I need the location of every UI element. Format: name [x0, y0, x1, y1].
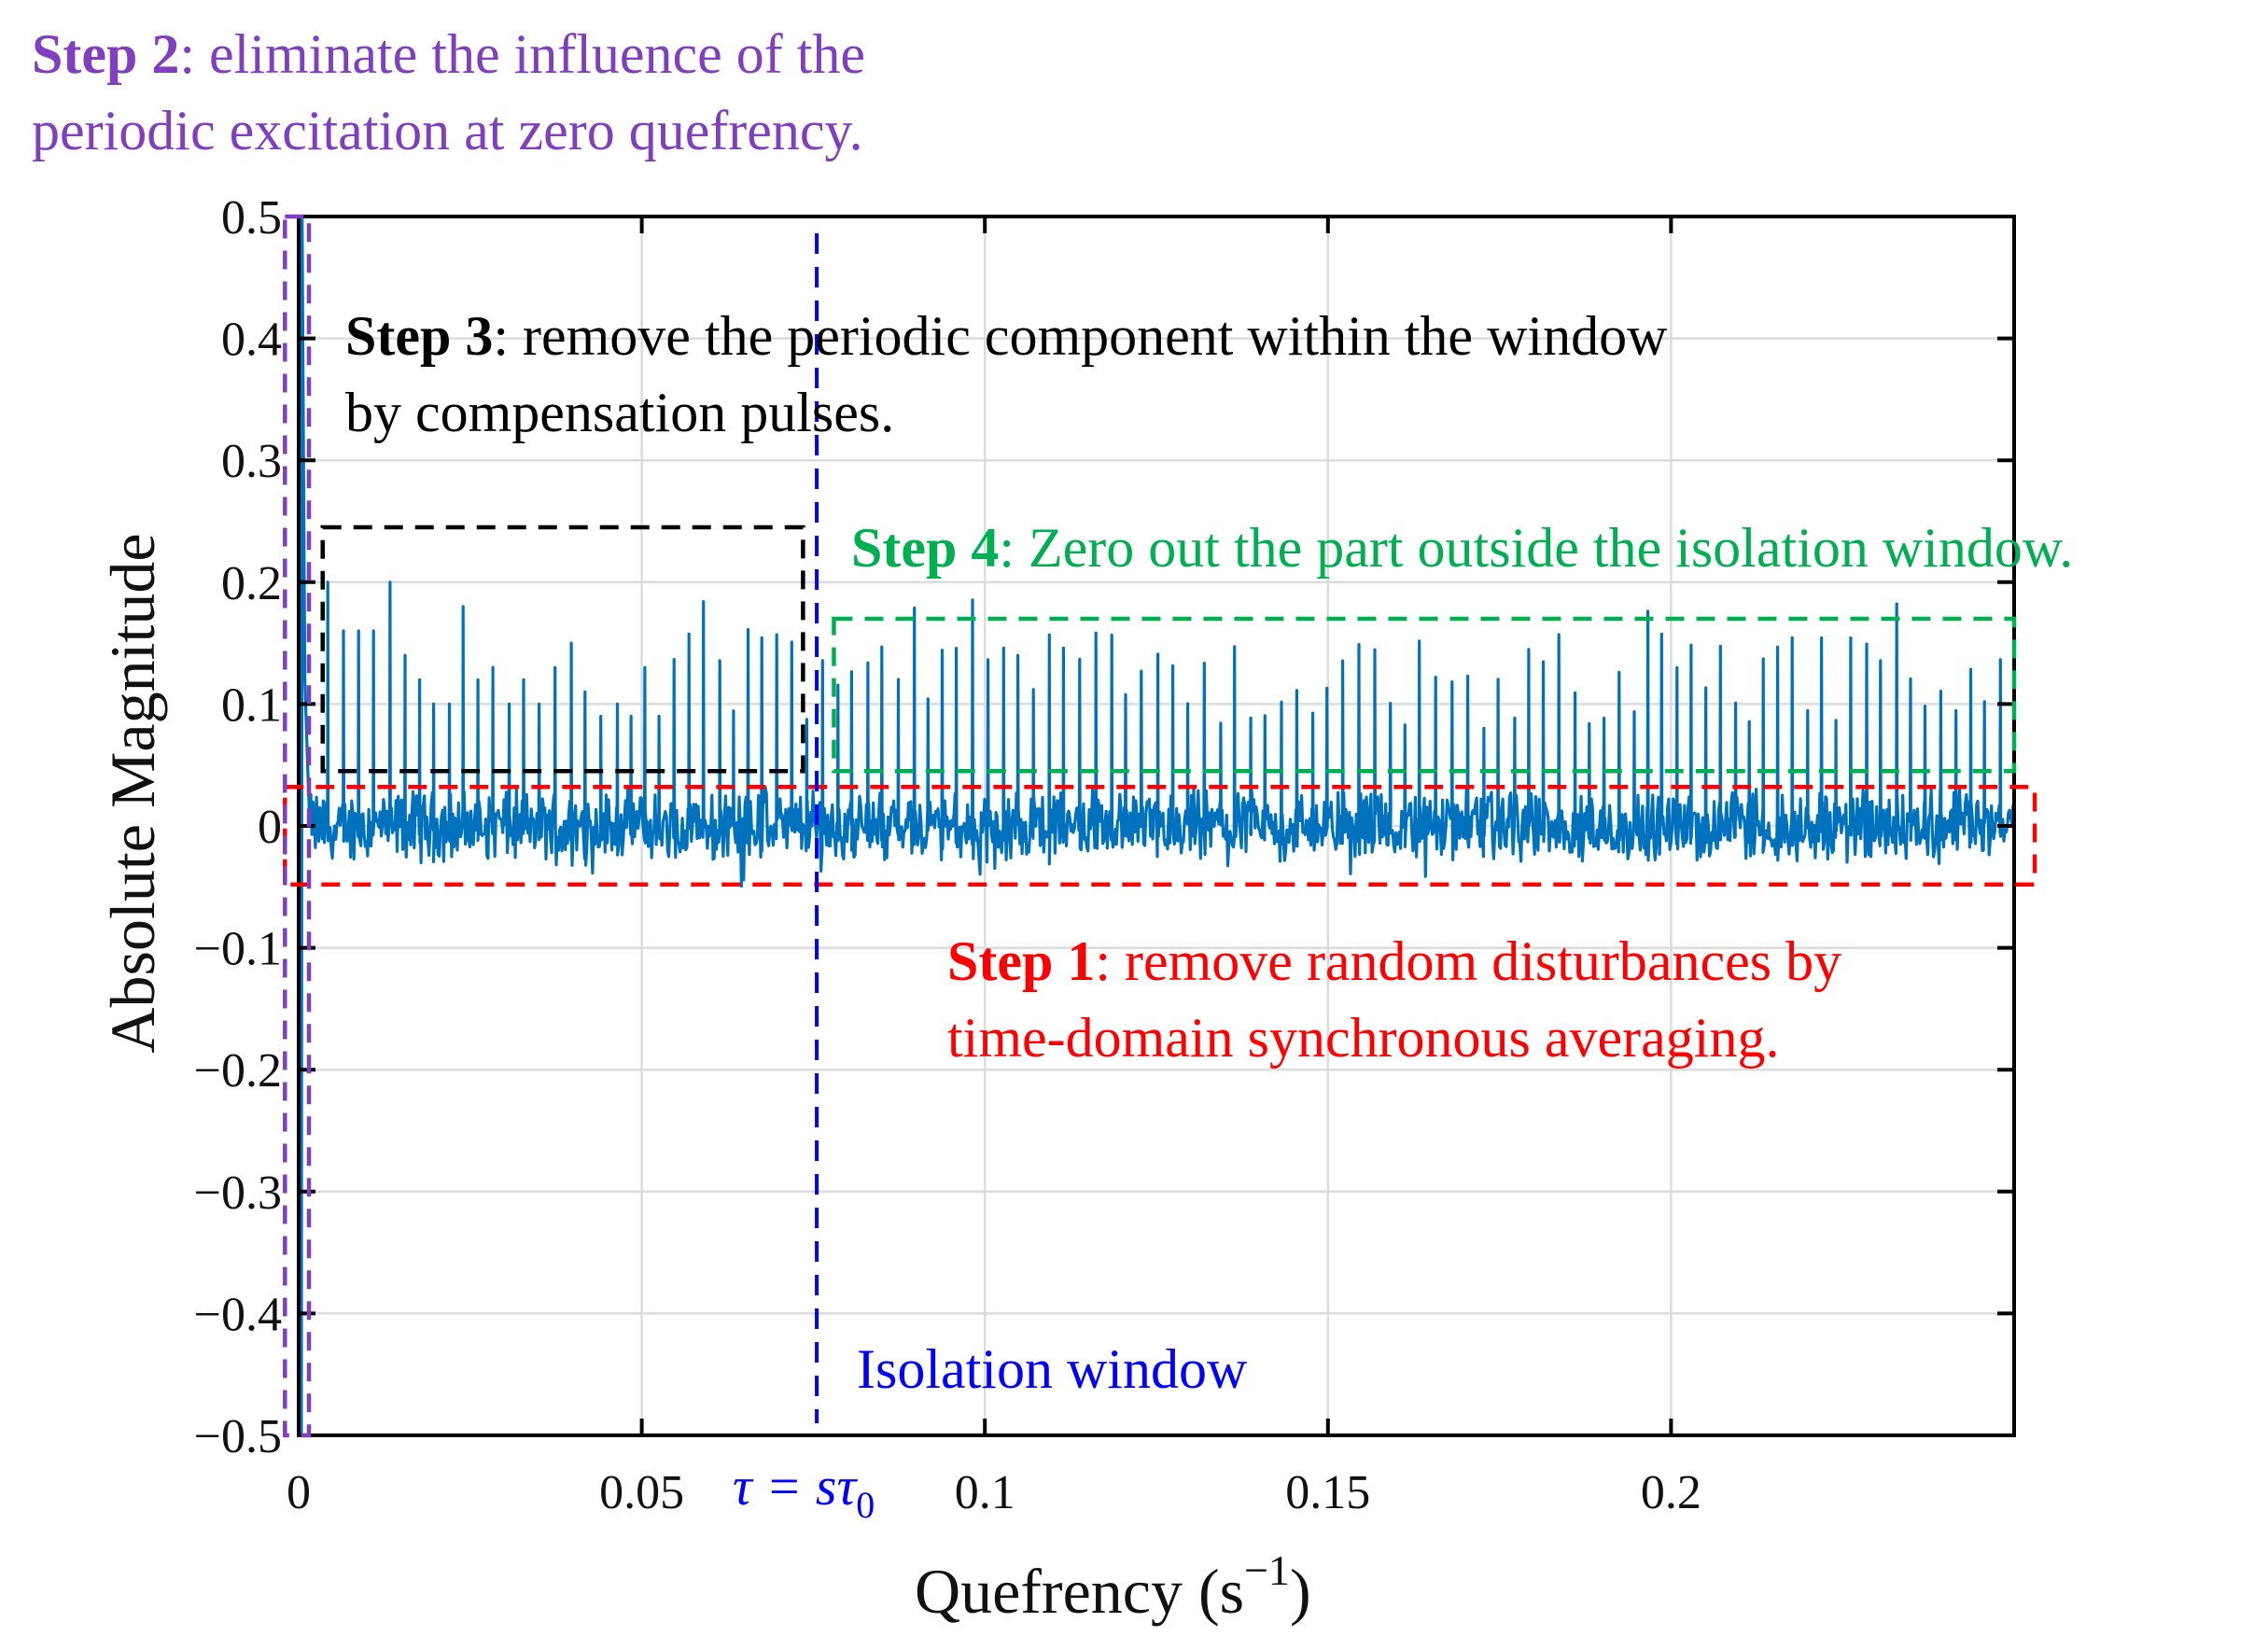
y-tick-label: −0.5	[194, 1410, 282, 1463]
step3-annotation-line2: by compensation pulses.	[345, 382, 894, 443]
step2-annotation-line2: periodic excitation at zero quefrency.	[32, 100, 863, 161]
step3-box	[320, 524, 805, 774]
x-axis-title-text: Quefrency (s	[915, 1556, 1244, 1627]
tau-label-sub: 0	[856, 1484, 875, 1526]
tau-label: τ = sτ0	[733, 1456, 875, 1526]
cepstrum-line	[299, 215, 2016, 1437]
y-tick-label: −0.4	[194, 1288, 282, 1341]
annotation-boxes	[283, 214, 2037, 1438]
step1-annotation-line2: time-domain synchronous averaging.	[947, 1007, 1779, 1069]
step1-text: : remove random disturbances by	[1095, 930, 1841, 992]
y-tick-label: −0.2	[194, 1044, 282, 1098]
x-tick-label: 0.15	[1285, 1466, 1370, 1519]
data-series	[299, 215, 2016, 1437]
step4-text: : Zero out the part outside the isolatio…	[999, 517, 2073, 579]
y-tick-label: 0.4	[221, 314, 282, 367]
step2-annotation: Step 2: eliminate the influence of the	[32, 23, 865, 85]
y-tick-label: 0.5	[221, 191, 282, 245]
isolation-window-label: Isolation window	[857, 1338, 1248, 1400]
y-tick-label: 0.2	[221, 557, 282, 610]
step1-box	[283, 784, 2037, 887]
y-tick-label: 0.1	[221, 678, 282, 732]
tau-label-text: τ = sτ	[733, 1456, 858, 1517]
x-tick-label: 0.2	[1641, 1466, 1701, 1519]
step2-box	[283, 214, 312, 1438]
x-tick-label: 0.1	[955, 1466, 1015, 1519]
step1-title: Step 1	[947, 930, 1095, 992]
x-tick-label: 0.05	[599, 1466, 684, 1519]
x-axis-title-sup: −1	[1244, 1546, 1290, 1594]
step4-box	[832, 616, 2017, 774]
x-tick-label: 0	[287, 1466, 311, 1519]
step1-annotation: Step 1: remove random disturbances by	[947, 930, 1841, 992]
x-axis-title-close: )	[1290, 1556, 1311, 1627]
axis-ticks	[297, 215, 2014, 1437]
y-tick-label: −0.3	[194, 1167, 282, 1220]
y-tick-labels: −0.5 −0.4 −0.3 −0.2 −0.1 0 0.1 0.2 0.3 0.4 0.5	[194, 191, 282, 1463]
x-tick-labels: 0 0.05 0.1 0.15 0.2	[287, 1466, 1701, 1519]
step4-annotation: Step 4: Zero out the part outside the is…	[851, 517, 2073, 579]
step2-title: Step 2	[32, 23, 179, 85]
y-tick-label: 0	[258, 801, 282, 854]
x-axis-title: Quefrency (s−1)	[915, 1546, 1311, 1627]
step3-title: Step 3	[345, 305, 493, 367]
step4-title: Step 4	[851, 517, 999, 579]
step3-text: : remove the periodic component within t…	[493, 305, 1668, 367]
y-tick-label: 0.3	[221, 435, 282, 488]
step3-annotation: Step 3: remove the periodic component wi…	[345, 305, 1668, 367]
step2-text: : eliminate the influence of the	[179, 23, 865, 85]
y-tick-label: −0.1	[194, 923, 282, 976]
y-axis-title: Absolute Magnitude	[97, 533, 168, 1053]
